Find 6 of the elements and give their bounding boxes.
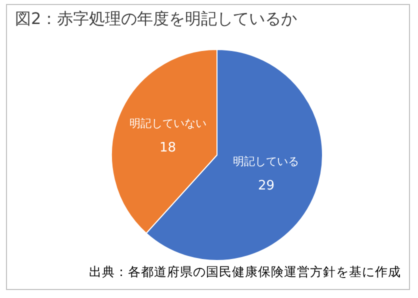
source-note: 出典：各都道府県の国民健康保険運営方針を基に作成 bbox=[89, 264, 401, 281]
slice-label: 明記している bbox=[233, 154, 300, 168]
chart-title: 図2：赤字処理の年度を明記しているか bbox=[15, 9, 298, 30]
slice-label: 明記していない bbox=[129, 116, 206, 130]
data-label: 18 bbox=[160, 140, 176, 156]
data-label: 29 bbox=[258, 178, 274, 194]
